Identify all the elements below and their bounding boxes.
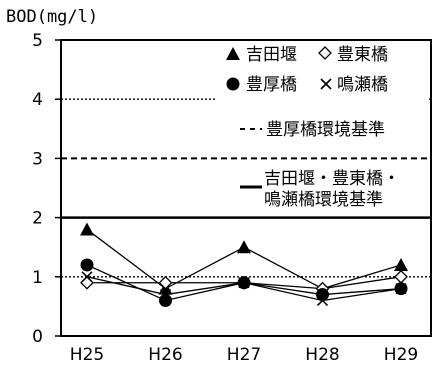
data-point-diamond: [394, 269, 408, 284]
y-tick-label: 2: [32, 209, 43, 229]
legend-label: 鳴瀬橋: [337, 75, 388, 95]
data-point-triangle: [237, 240, 251, 254]
legend-x-icon: [320, 78, 332, 90]
legend-triangle-icon: [226, 47, 240, 60]
solid-ref-label-bg: [233, 164, 429, 210]
data-point-triangle: [80, 222, 94, 236]
plot-frame: [60, 39, 432, 337]
x-tick-label: H26: [148, 345, 182, 365]
y-tick-label: 5: [32, 31, 43, 51]
y-tick-label: 0: [32, 327, 43, 347]
legend-label: 豊東橋: [337, 45, 388, 65]
x-tick-label: H27: [227, 345, 261, 365]
data-point-circle: [80, 258, 94, 272]
dashed-ref-label: 豊厚橋環境基準: [266, 120, 385, 140]
data-point-x: [316, 294, 329, 307]
x-tick-label: H28: [305, 345, 339, 365]
data-point-x: [159, 288, 172, 301]
data-point-x: [81, 271, 93, 283]
data-point-diamond: [80, 275, 94, 290]
dashed-ref-label-bg: [233, 114, 429, 140]
legend-label: 豊厚橋: [246, 75, 297, 95]
data-point-diamond: [158, 275, 173, 290]
data-point-triangle: [394, 257, 408, 271]
legend-circle-icon: [226, 77, 240, 91]
legend-diamond-icon: [318, 46, 332, 60]
solid-ref-label-line1: 吉田堰・豊東橋・: [264, 169, 400, 189]
y-axis-label: BOD(mg/l): [6, 7, 98, 27]
solid-ref-label-line2: 鳴瀬橋環境基準: [264, 190, 383, 210]
data-point-x: [238, 277, 250, 289]
data-point-circle: [316, 288, 329, 302]
data-point-circle: [159, 293, 172, 307]
y-tick-label: 1: [32, 268, 43, 288]
y-tick-label: 4: [32, 90, 43, 110]
x-tick-label: H25: [70, 345, 104, 365]
x-tick-label: H29: [384, 345, 418, 365]
legend-label: 吉田堰: [246, 45, 297, 65]
y-tick-label: 3: [32, 149, 43, 169]
data-point-x: [395, 283, 407, 295]
